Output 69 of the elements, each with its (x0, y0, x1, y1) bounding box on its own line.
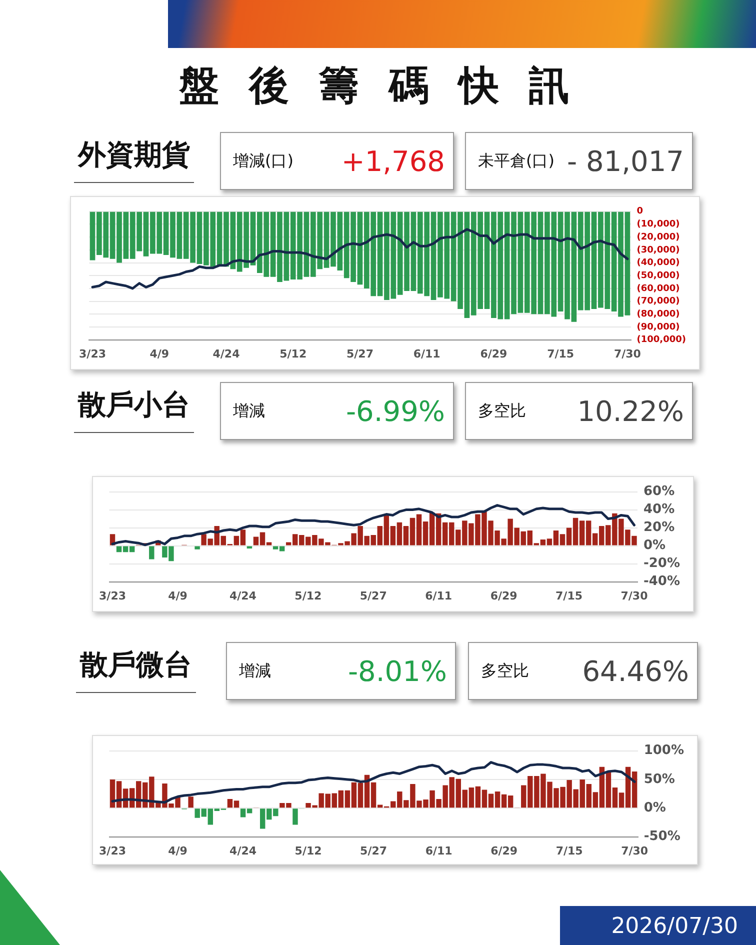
x-tick-label: 6/29 (490, 844, 518, 858)
x-tick-label: 6/11 (413, 347, 440, 360)
y-tick-label: (100,000) (636, 335, 686, 346)
chart-title: 散戶微台 (76, 646, 196, 693)
x-tick-label: 7/15 (547, 347, 574, 360)
x-tick-label: 6/11 (425, 589, 452, 602)
text: +1,768 (341, 144, 445, 178)
y-tick-label: (10,000) (636, 220, 680, 230)
text: 2026/07/30 (611, 914, 738, 939)
y-tick-label: (30,000) (636, 245, 680, 256)
x-tick-label: 7/30 (621, 844, 648, 858)
x-tick-label: 3/23 (79, 347, 106, 360)
x-tick-label: 7/30 (614, 347, 642, 360)
y-tick-label: (60,000) (636, 284, 680, 294)
bar (188, 796, 194, 808)
text: -8.01% (348, 654, 447, 688)
y-tick-label: 0 (636, 206, 644, 217)
chart-title: 散戶小台 (74, 386, 194, 433)
x-tick-label: 3/23 (99, 589, 126, 602)
y-tick-label: (50,000) (636, 270, 680, 281)
x-tick-label: 6/29 (480, 347, 508, 360)
x-tick-label: 5/27 (346, 347, 374, 360)
text: - 81,017 (567, 144, 684, 178)
y-tick-label: 20% (643, 520, 675, 536)
text: 未平倉(口) (478, 150, 554, 172)
text: 多空比 (481, 660, 529, 682)
text: -6.99% (346, 394, 445, 428)
bar (194, 546, 200, 550)
text: 盤 後 籌 碼 快 訊 (178, 62, 578, 111)
x-tick-label: 3/23 (99, 844, 126, 858)
chart-title: 外資期貨 (74, 136, 194, 183)
y-tick-label: 0% (644, 800, 666, 816)
y-tick-label: (80,000) (636, 309, 680, 320)
y-tick-label: 60% (643, 484, 675, 500)
x-tick-label: 5/12 (294, 844, 322, 858)
x-tick-label: 7/15 (556, 844, 583, 858)
x-tick-label: 4/24 (230, 844, 257, 858)
y-tick-label: 100% (644, 743, 684, 758)
x-tick-label: 6/29 (490, 589, 518, 602)
y-tick-label: 0% (643, 538, 666, 554)
x-tick-label: 5/12 (280, 347, 307, 360)
bar (149, 546, 154, 560)
y-tick-label: (90,000) (636, 322, 680, 332)
x-tick-label: 5/27 (360, 589, 387, 602)
y-tick-label: -20% (643, 556, 680, 572)
text: 10.22% (577, 394, 684, 428)
x-tick-label: 4/24 (229, 589, 257, 602)
y-tick-label: 40% (643, 502, 675, 518)
x-tick-label: 7/30 (620, 589, 648, 602)
y-tick-label: -40% (643, 574, 680, 590)
y-tick-label: (40,000) (636, 258, 680, 268)
text: 多空比 (478, 400, 526, 422)
text: 增減(口) (233, 150, 294, 172)
x-tick-label: 4/9 (150, 347, 170, 360)
y-tick-label: 50% (644, 772, 675, 787)
x-tick-label: 7/15 (556, 589, 583, 602)
x-tick-label: 4/9 (168, 589, 188, 602)
y-tick-label: (70,000) (636, 296, 680, 307)
x-tick-label: 5/12 (294, 589, 322, 602)
y-tick-label: -50% (644, 829, 680, 844)
x-tick-label: 5/27 (360, 844, 388, 858)
text: 增減 (233, 400, 265, 422)
bar (292, 808, 298, 825)
text: 增減 (239, 660, 271, 682)
y-tick-label: (20,000) (636, 232, 680, 242)
x-tick-label: 6/11 (425, 844, 452, 858)
x-tick-label: 4/9 (168, 844, 188, 858)
x-tick-label: 4/24 (212, 347, 240, 360)
text: 64.46% (582, 654, 689, 688)
